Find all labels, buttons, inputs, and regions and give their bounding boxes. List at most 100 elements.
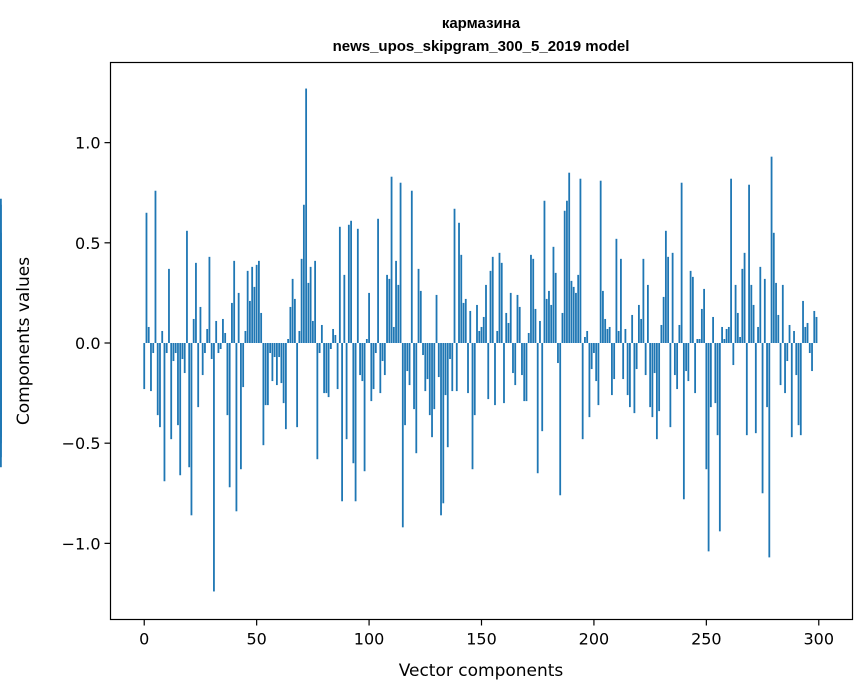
bar-202 bbox=[597, 343, 600, 406]
bar-210 bbox=[615, 238, 618, 344]
bar-157 bbox=[496, 330, 499, 343]
bar-20 bbox=[188, 343, 191, 468]
bar-243 bbox=[689, 270, 692, 343]
bar-215 bbox=[626, 343, 629, 396]
x-tick-label: 250 bbox=[691, 630, 722, 649]
bar-201 bbox=[595, 343, 598, 382]
bar-165 bbox=[514, 343, 517, 386]
bar-106 bbox=[381, 343, 384, 362]
y-tick-label: 1.0 bbox=[75, 134, 100, 153]
bar-261 bbox=[730, 178, 732, 343]
bar-262 bbox=[732, 343, 735, 366]
bar-182 bbox=[552, 246, 555, 343]
bar-48 bbox=[251, 266, 254, 344]
bar-231 bbox=[662, 296, 665, 343]
bar-57 bbox=[271, 343, 274, 382]
bar-80 bbox=[323, 343, 326, 394]
bar-159 bbox=[500, 262, 503, 343]
bar-11 bbox=[168, 268, 170, 343]
bar-207 bbox=[608, 326, 611, 343]
bar-18 bbox=[183, 343, 186, 374]
bar-250 bbox=[705, 343, 708, 470]
bar-22 bbox=[192, 318, 195, 343]
bar-267 bbox=[743, 252, 746, 343]
bar-291 bbox=[797, 343, 800, 426]
bar-257 bbox=[721, 326, 723, 343]
bar-224 bbox=[646, 284, 649, 343]
bar-230 bbox=[660, 324, 663, 343]
bar-32 bbox=[215, 320, 218, 343]
bar-132 bbox=[440, 343, 442, 516]
bar-40 bbox=[233, 260, 236, 344]
bar-298 bbox=[813, 310, 816, 344]
bar-274 bbox=[759, 266, 762, 344]
bar-147 bbox=[473, 343, 476, 416]
bar-244 bbox=[691, 276, 694, 343]
bar-240 bbox=[682, 343, 685, 500]
bar-241 bbox=[685, 343, 688, 372]
bar-37 bbox=[226, 343, 229, 416]
bar-150 bbox=[480, 326, 483, 343]
bar-133 bbox=[442, 343, 445, 504]
bar-9 bbox=[163, 343, 166, 482]
bar-21 bbox=[190, 343, 193, 516]
bar-119 bbox=[410, 190, 413, 343]
bar-285 bbox=[784, 343, 786, 394]
bar-156 bbox=[494, 343, 496, 406]
x-tick-label: 100 bbox=[354, 630, 385, 649]
bar-135 bbox=[446, 343, 449, 448]
bar-3 bbox=[150, 343, 152, 392]
x-axis-label: Vector components bbox=[399, 661, 564, 681]
y-tick-label: −0.5 bbox=[62, 434, 101, 453]
bar-286 bbox=[786, 343, 789, 362]
bar-111 bbox=[392, 326, 395, 343]
bar-undefined bbox=[0, 343, 2, 414]
bar-191 bbox=[572, 286, 575, 343]
bar-39 bbox=[231, 302, 233, 343]
bar-95 bbox=[356, 228, 359, 344]
bar-275 bbox=[761, 343, 764, 494]
bar-213 bbox=[622, 343, 625, 380]
x-tick-label: 150 bbox=[466, 630, 497, 649]
bar-248 bbox=[700, 308, 703, 343]
bar-282 bbox=[777, 314, 780, 343]
bar-173 bbox=[532, 258, 535, 343]
bar-209 bbox=[613, 343, 616, 380]
bar-197 bbox=[586, 330, 589, 343]
bar-195 bbox=[581, 343, 584, 440]
bar-218 bbox=[633, 343, 636, 414]
bar-271 bbox=[752, 304, 755, 344]
bar-299 bbox=[815, 316, 818, 344]
bar-94 bbox=[354, 343, 357, 502]
bar-12 bbox=[170, 343, 173, 440]
bar-0 bbox=[143, 343, 146, 390]
bar-151 bbox=[482, 316, 485, 344]
bar-143 bbox=[464, 298, 467, 343]
bar-131 bbox=[437, 343, 440, 378]
y-tick-label: −1.0 bbox=[62, 534, 101, 553]
bar-13 bbox=[172, 343, 175, 362]
bar-58 bbox=[273, 343, 276, 358]
bar-68 bbox=[296, 343, 299, 428]
bar-123 bbox=[419, 290, 422, 343]
bar-204 bbox=[602, 290, 604, 343]
bar-25 bbox=[199, 306, 202, 343]
bar-125 bbox=[424, 343, 427, 392]
bar-297 bbox=[811, 343, 813, 372]
bar-164 bbox=[512, 343, 514, 374]
bar-189 bbox=[568, 172, 571, 344]
bar-225 bbox=[649, 343, 652, 408]
bar-188 bbox=[566, 200, 568, 344]
bar-203 bbox=[599, 180, 602, 343]
bar-54 bbox=[264, 343, 267, 406]
bar-245 bbox=[694, 343, 697, 394]
x-axis-ticks: 0 50 100 150 200 250 300 bbox=[139, 619, 834, 649]
bar-66 bbox=[291, 278, 294, 344]
bar-108 bbox=[386, 274, 388, 343]
bar-288 bbox=[790, 343, 793, 438]
y-axis-ticks: −1.0 −0.5 0.0 0.5 1.0 bbox=[62, 134, 111, 553]
bar-169 bbox=[523, 343, 526, 402]
bar-16 bbox=[179, 343, 182, 476]
bar-undefined bbox=[0, 343, 2, 374]
bar-264 bbox=[736, 312, 739, 343]
